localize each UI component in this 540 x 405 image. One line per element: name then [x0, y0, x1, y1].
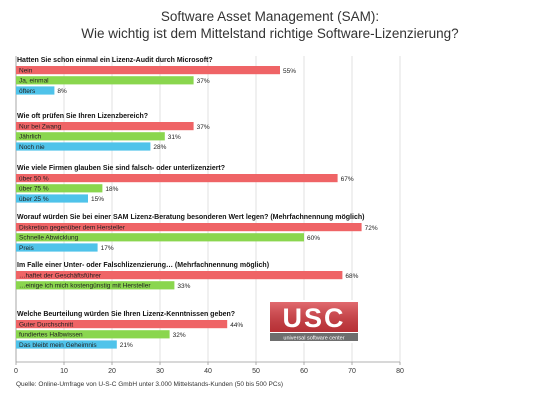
bar-label: über 75 % [19, 186, 49, 193]
value-label: 15% [91, 196, 104, 203]
value-label: 8% [57, 88, 67, 95]
question-text: Wie oft prüfen Sie Ihren Lizenzbereich? [17, 113, 148, 120]
bar-label: über 50 % [19, 175, 49, 182]
bar [16, 194, 88, 203]
bar-label: fundiertes Halbwissen [19, 332, 83, 339]
value-label: 33% [177, 283, 190, 290]
bar-label: über 25 % [19, 196, 49, 203]
bar [16, 122, 194, 131]
logo-subtext: universal software center [283, 336, 344, 342]
x-tick-label: 0 [14, 368, 18, 375]
bar [16, 281, 175, 290]
bar-label: öfters [19, 88, 36, 95]
bar-label: Nein [19, 67, 33, 74]
bar [16, 271, 343, 280]
bar-label: Das bleibt mein Geheimnis [19, 342, 97, 349]
question-text: Im Falle einer Unter- oder Falschlizenzi… [17, 262, 269, 269]
question-text: Welche Beurteilung würden Sie Ihren Lize… [17, 311, 235, 318]
bar [16, 66, 280, 75]
value-label: 31% [168, 134, 181, 141]
bar [16, 243, 98, 252]
bar-label: Guter Durchschnitt [19, 321, 73, 328]
bar-label: Preis [19, 245, 35, 252]
question-text: Worauf würden Sie bei einer SAM Lizenz-B… [17, 214, 364, 221]
chart-title-line1: Software Asset Management (SAM): [160, 9, 380, 24]
bar [16, 174, 338, 183]
value-label: 44% [230, 322, 243, 329]
bar-label: …einige ich mich kostengünstig mit Herst… [19, 283, 151, 290]
value-label: 67% [341, 176, 354, 183]
question-text: Wie viele Firmen glauben Sie sind falsch… [17, 165, 225, 172]
bar [16, 223, 362, 232]
bar [16, 320, 228, 329]
x-tick-label: 60 [300, 368, 308, 375]
chart-title: Software Asset Management (SAM): Wie wic… [0, 8, 540, 42]
value-label: 72% [365, 225, 378, 232]
chart-title-line2: Wie wichtig ist dem Mittelstand richtige… [81, 26, 459, 41]
value-label: 18% [105, 186, 118, 193]
value-label: 55% [283, 68, 296, 75]
x-tick-label: 30 [156, 368, 164, 375]
bar-label: Nur bei Zwang [19, 123, 62, 130]
value-label: 17% [101, 245, 114, 252]
value-label: 37% [197, 124, 210, 131]
bar [16, 86, 55, 95]
value-label: 21% [120, 342, 133, 349]
bar [16, 233, 304, 242]
bar-label: Jährlich [19, 134, 42, 141]
x-tick-label: 70 [348, 368, 356, 375]
x-tick-label: 80 [396, 368, 404, 375]
x-tick-label: 20 [108, 368, 116, 375]
value-label: 28% [153, 144, 166, 151]
bar [16, 184, 103, 193]
source-note: Quelle: Online-Umfrage von U-S-C GmbH un… [16, 381, 283, 388]
bar [16, 132, 165, 141]
x-tick-label: 40 [204, 368, 212, 375]
value-label: 60% [307, 235, 320, 242]
bar-label: Ja, einmal [19, 78, 49, 85]
x-tick-label: 10 [60, 368, 68, 375]
bar-label: …haftet der Geschäftsführer [19, 272, 102, 279]
value-label: 37% [197, 78, 210, 85]
x-tick-label: 50 [252, 368, 260, 375]
bar-label: Schnelle Abwicklung [19, 235, 79, 242]
question-text: Hatten Sie schon einmal ein Lizenz-Audit… [17, 57, 213, 64]
bar [16, 142, 151, 151]
usc-logo: USC universal software center [268, 300, 360, 343]
logo-text: USC [282, 303, 345, 333]
bar-label: Noch nie [19, 144, 45, 151]
bar [16, 76, 194, 85]
value-label: 68% [345, 273, 358, 280]
bar-label: Diskretion gegenüber dem Hersteller [19, 224, 126, 231]
bar [16, 340, 117, 349]
value-label: 32% [173, 332, 186, 339]
bar [16, 330, 170, 339]
